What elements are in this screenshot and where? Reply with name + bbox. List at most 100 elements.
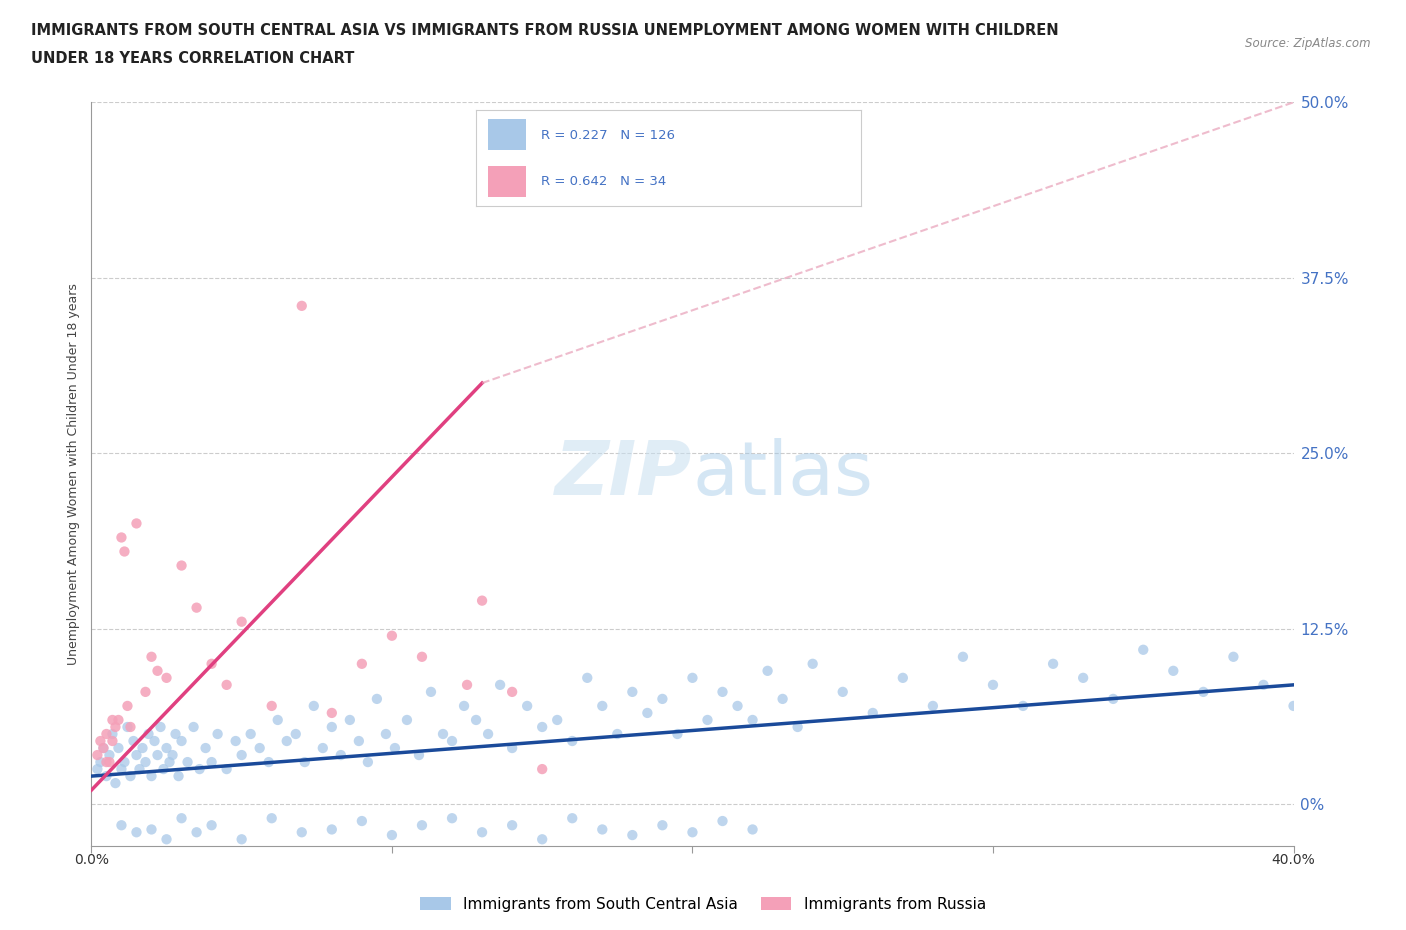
- Point: [170, 558, 193, 573]
- Point: [1222, 649, 1244, 664]
- Point: [681, 671, 703, 685]
- Text: ZIP: ZIP: [555, 438, 692, 511]
- Point: [96, 754, 118, 769]
- Point: [395, 712, 418, 727]
- Point: [711, 684, 734, 699]
- Point: [576, 671, 599, 685]
- Point: [312, 740, 335, 755]
- Point: [267, 712, 290, 727]
- Point: [141, 649, 163, 664]
- Point: [128, 762, 150, 777]
- Point: [101, 726, 124, 741]
- Point: [89, 754, 111, 769]
- Point: [138, 726, 160, 741]
- Text: IMMIGRANTS FROM SOUTH CENTRAL ASIA VS IMMIGRANTS FROM RUSSIA UNEMPLOYMENT AMONG : IMMIGRANTS FROM SOUTH CENTRAL ASIA VS IM…: [31, 23, 1059, 38]
- Point: [117, 698, 139, 713]
- Point: [125, 825, 148, 840]
- Point: [471, 593, 494, 608]
- Text: UNDER 18 YEARS CORRELATION CHART: UNDER 18 YEARS CORRELATION CHART: [31, 51, 354, 66]
- Point: [96, 769, 118, 784]
- Point: [120, 720, 142, 735]
- Point: [666, 726, 689, 741]
- Point: [786, 720, 808, 735]
- Point: [465, 712, 488, 727]
- Point: [86, 762, 108, 777]
- Point: [207, 726, 229, 741]
- Point: [114, 544, 136, 559]
- Point: [1132, 643, 1154, 658]
- Point: [249, 740, 271, 755]
- Point: [501, 817, 523, 832]
- Point: [141, 769, 163, 784]
- Point: [1012, 698, 1035, 713]
- Point: [952, 649, 974, 664]
- Text: 40.0%: 40.0%: [1271, 854, 1316, 868]
- Point: [152, 762, 174, 777]
- Point: [291, 299, 314, 313]
- Point: [96, 726, 118, 741]
- Point: [183, 720, 205, 735]
- Point: [1102, 692, 1125, 707]
- Point: [201, 817, 224, 832]
- Point: [621, 684, 644, 699]
- Point: [651, 692, 673, 707]
- Point: [384, 740, 406, 755]
- Point: [194, 740, 217, 755]
- Point: [772, 692, 794, 707]
- Point: [284, 726, 307, 741]
- Point: [231, 748, 253, 763]
- Point: [170, 734, 193, 749]
- Y-axis label: Unemployment Among Women with Children Under 18 years: Unemployment Among Women with Children U…: [67, 284, 80, 665]
- Point: [125, 516, 148, 531]
- Point: [501, 684, 523, 699]
- Point: [1192, 684, 1215, 699]
- Point: [1042, 657, 1064, 671]
- Point: [321, 720, 343, 735]
- Point: [159, 754, 181, 769]
- Point: [381, 629, 404, 644]
- Point: [561, 734, 583, 749]
- Point: [131, 740, 153, 755]
- Point: [225, 734, 247, 749]
- Point: [215, 762, 238, 777]
- Point: [831, 684, 853, 699]
- Point: [432, 726, 454, 741]
- Point: [347, 734, 370, 749]
- Point: [120, 769, 142, 784]
- Point: [801, 657, 824, 671]
- Text: atlas: atlas: [692, 438, 873, 511]
- Point: [321, 822, 343, 837]
- Point: [516, 698, 538, 713]
- Point: [201, 657, 224, 671]
- Point: [453, 698, 475, 713]
- Point: [441, 811, 464, 826]
- Point: [636, 706, 658, 721]
- Point: [93, 740, 115, 755]
- Point: [1253, 677, 1275, 692]
- Point: [741, 822, 763, 837]
- Point: [114, 754, 136, 769]
- Point: [471, 825, 494, 840]
- Point: [477, 726, 499, 741]
- Point: [531, 720, 554, 735]
- Point: [291, 825, 314, 840]
- Point: [408, 748, 430, 763]
- Point: [591, 698, 613, 713]
- Point: [1282, 698, 1305, 713]
- Point: [756, 663, 779, 678]
- Point: [260, 811, 283, 826]
- Point: [98, 754, 121, 769]
- Point: [981, 677, 1004, 692]
- Point: [201, 754, 224, 769]
- Point: [260, 698, 283, 713]
- Point: [561, 811, 583, 826]
- Point: [711, 814, 734, 829]
- Point: [155, 831, 177, 846]
- Point: [681, 825, 703, 840]
- Point: [231, 831, 253, 846]
- Point: [141, 822, 163, 837]
- Point: [1161, 663, 1184, 678]
- Point: [381, 828, 404, 843]
- Point: [167, 769, 190, 784]
- Point: [110, 817, 132, 832]
